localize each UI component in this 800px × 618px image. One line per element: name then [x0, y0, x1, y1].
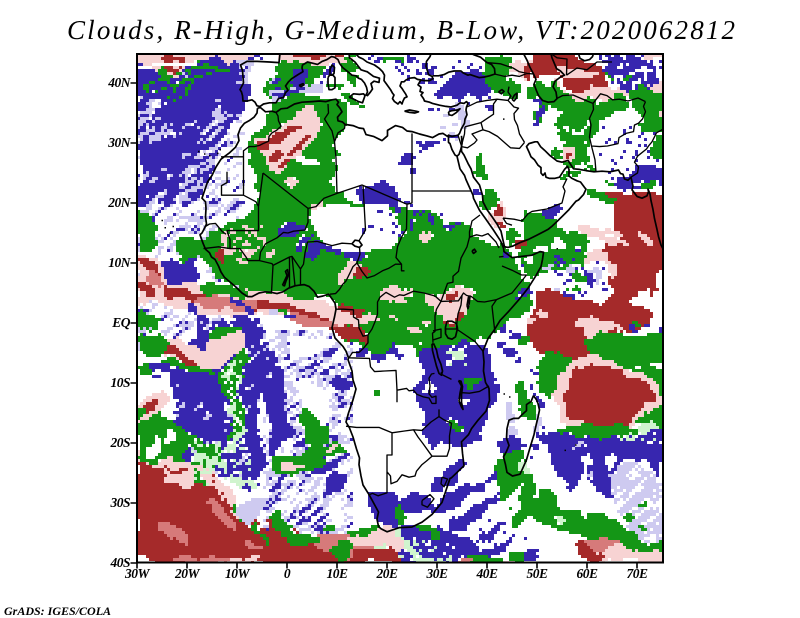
- svg-text:30N: 30N: [107, 135, 132, 150]
- svg-text:60E: 60E: [576, 566, 598, 581]
- svg-text:20E: 20E: [375, 566, 398, 581]
- svg-text:10S: 10S: [110, 375, 130, 390]
- svg-text:10N: 10N: [108, 255, 132, 270]
- svg-text:40N: 40N: [107, 75, 132, 90]
- svg-text:20W: 20W: [174, 566, 201, 581]
- svg-text:70E: 70E: [626, 566, 648, 581]
- svg-text:10W: 10W: [225, 566, 251, 581]
- svg-text:Clouds, R-High, G-Medium, B-Lo: Clouds, R-High, G-Medium, B-Low, VT:2020…: [67, 15, 735, 45]
- svg-text:40S: 40S: [109, 555, 130, 570]
- svg-text:20S: 20S: [109, 435, 130, 450]
- svg-text:50E: 50E: [526, 566, 548, 581]
- svg-text:30W: 30W: [124, 566, 151, 581]
- svg-text:0: 0: [284, 566, 291, 581]
- svg-text:20N: 20N: [107, 195, 132, 210]
- svg-text:EQ: EQ: [111, 315, 131, 330]
- svg-text:10E: 10E: [326, 566, 348, 581]
- svg-text:30E: 30E: [425, 566, 448, 581]
- svg-text:40E: 40E: [475, 566, 498, 581]
- svg-text:GrADS: IGES/COLA: GrADS: IGES/COLA: [4, 604, 111, 618]
- svg-text:30S: 30S: [109, 495, 130, 510]
